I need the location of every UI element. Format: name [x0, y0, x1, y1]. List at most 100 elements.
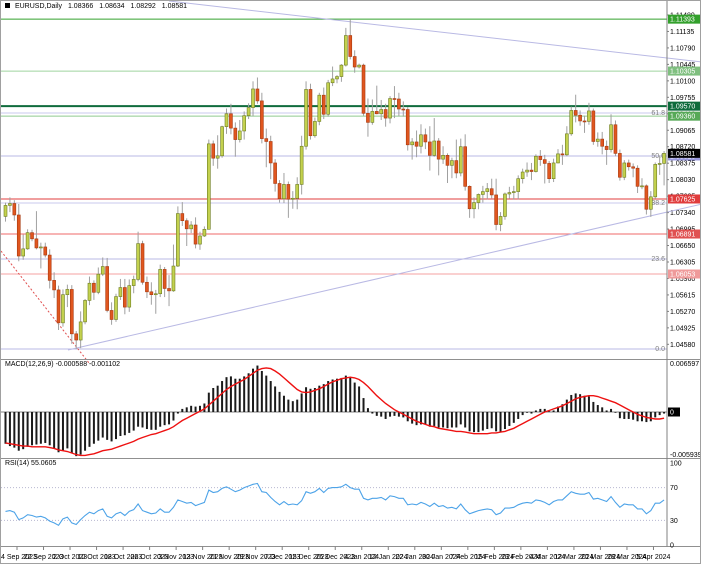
candle-bear [56, 289, 61, 324]
candle-bear [321, 94, 326, 115]
candle-bull [640, 185, 644, 188]
date-axis-label: 13 Nov 2023 [183, 554, 223, 561]
candle-bull [65, 289, 70, 295]
fib-level-label: 23.6 [651, 256, 665, 263]
candle-bear [123, 287, 127, 308]
candle-bull [339, 64, 344, 77]
candle-bear [277, 183, 282, 200]
candle-bull [114, 296, 118, 320]
candle-bear [489, 188, 494, 196]
candle-bull [569, 110, 574, 135]
candle-bear [255, 88, 260, 102]
candle-bull [295, 184, 300, 199]
candle-bear [34, 238, 39, 249]
date-axis-label: 22 Jan 2024 [396, 554, 435, 561]
candle-bull [498, 216, 503, 225]
date-axis-label: 7 Feb 2024 [450, 554, 486, 561]
candle-bull [96, 273, 101, 293]
candle-bear [560, 153, 565, 156]
rsi-axis-label: 100 [670, 461, 682, 468]
date-axis-label: 10 Oct 2023 [77, 554, 115, 561]
candle-bull [87, 282, 92, 301]
candle-bull [8, 203, 12, 206]
level-price-tag-label: 1.10305 [670, 69, 695, 76]
level-price-tag [668, 194, 700, 204]
candle-bull [242, 115, 246, 132]
candle-bull [131, 279, 136, 286]
candle-bull [224, 113, 229, 127]
current-price-tag [668, 148, 700, 158]
price-axis-label: 1.05615 [670, 292, 695, 299]
candle-bear [70, 289, 74, 335]
candle-bear [184, 220, 189, 230]
candle-bear [162, 269, 167, 289]
candle-bull [657, 163, 662, 165]
candle-bear [467, 186, 472, 210]
candle-bull [237, 130, 242, 140]
chart-marker-icon [5, 3, 10, 8]
price-axis-label: 1.10790 [670, 45, 695, 52]
candle-bull [622, 162, 627, 178]
candle-bull [556, 153, 560, 164]
candle-bull [330, 78, 335, 84]
price-axis-label: 1.08030 [670, 177, 695, 184]
candle-bull [662, 153, 666, 164]
candle-bull [511, 191, 516, 193]
ohlc-close: 1.08581 [161, 3, 188, 10]
candle-bull [299, 145, 304, 185]
level-price-tag-label: 1.07625 [670, 196, 695, 203]
candle-bull [207, 143, 211, 230]
candle-bull [520, 171, 525, 179]
candle-bull [649, 196, 653, 210]
candle-bear [547, 163, 551, 179]
candle-bull [419, 134, 423, 147]
candle-bull [83, 300, 87, 323]
candle-bull [653, 164, 658, 198]
candle-bull [215, 155, 220, 159]
candle-bear [613, 124, 618, 154]
candle-bull [39, 246, 43, 249]
date-axis-label: 29 Nov 2023 [236, 554, 276, 561]
macd-max-label: 0.006597 [670, 361, 699, 368]
candle-bear [30, 232, 34, 240]
candle-bear [445, 155, 450, 166]
fib-level-label: 61.8 [651, 110, 665, 117]
candle-bull [202, 228, 207, 237]
candle-bull [525, 169, 529, 173]
price-axis-label: 1.05960 [670, 276, 695, 283]
candle-bull [61, 294, 65, 324]
price-axis-label: 1.10445 [670, 62, 695, 69]
candle-bull [158, 269, 162, 295]
rsi-axis-label: 30 [670, 518, 678, 525]
candle-bear [436, 140, 441, 160]
candle-bull [458, 146, 463, 174]
candle-bear [92, 282, 96, 293]
candle-bull [304, 89, 308, 147]
candle-bull [357, 64, 361, 68]
candle-bull [595, 138, 600, 142]
candle-bear [12, 203, 17, 216]
rsi-axis-label: 70 [670, 485, 678, 492]
level-price-tag [668, 101, 700, 111]
candle-bull [3, 205, 8, 217]
candle-bull [370, 111, 375, 123]
date-axis-label: 7 Dec 2023 [264, 554, 300, 561]
candle-bear [573, 110, 578, 116]
macd-zero-tag-label: 0 [670, 410, 674, 417]
descending-trendline [168, 1, 700, 63]
level-price-tag-label: 1.06053 [670, 272, 695, 279]
candle-bear [43, 246, 48, 256]
fib-level-label: 0.0 [655, 346, 665, 353]
candle-bear [463, 146, 467, 187]
current-price-tag-label: 1.08581 [670, 151, 695, 158]
date-axis-label: 15 Dec 2023 [289, 554, 329, 561]
candle-bull [153, 293, 158, 296]
fib-level-label: 38.2 [651, 200, 665, 207]
candle-bear [264, 138, 269, 142]
candle-bull [503, 193, 507, 217]
level-price-tag-label: 1.09360 [670, 114, 695, 121]
level-price-tag [668, 269, 700, 279]
candle-bear [392, 98, 397, 100]
